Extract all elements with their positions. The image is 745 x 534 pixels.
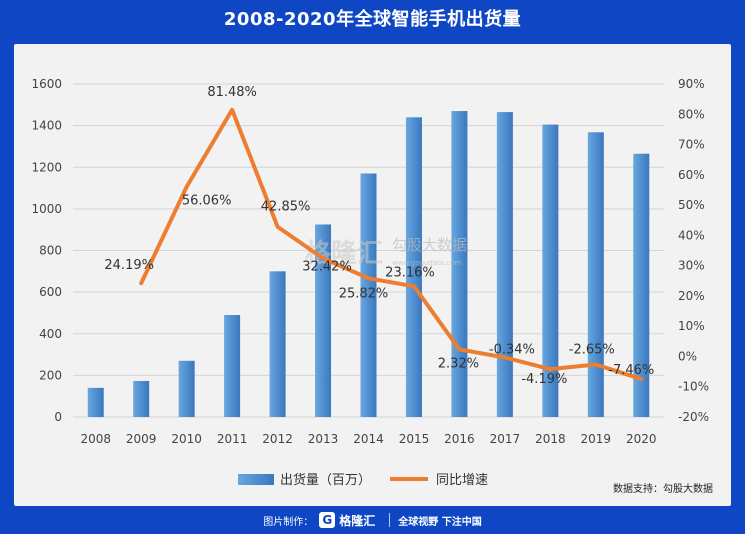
right-tick-label: 40% [678, 228, 705, 242]
watermark-url: www.gogudata.com [392, 259, 461, 267]
x-tick-label: 2015 [399, 432, 430, 446]
bar-2011 [224, 315, 241, 417]
left-axis-ticks: 0 200 400 600 800 1000 1200 1400 1600 [31, 77, 62, 424]
growth-labels: 24.19% 56.06% 81.48% 42.85% 32.42% 25.82% 23.1… [104, 85, 654, 387]
right-tick-label: 60% [678, 168, 705, 182]
growth-label: 25.82% [339, 286, 389, 301]
growth-label: 56.06% [182, 194, 232, 209]
logo-g-icon: G [319, 512, 336, 528]
growth-label: 23.16% [385, 265, 435, 280]
footer-slogan: 全球视野 下注中国 [398, 516, 482, 528]
bar-2008 [87, 387, 104, 417]
x-tick-label: 2009 [126, 432, 157, 446]
x-tick-label: 2014 [353, 432, 384, 446]
x-tick-label: 2020 [626, 432, 657, 446]
watermark: 格隆汇 勾股大数据 www.gogudata.com [305, 236, 467, 269]
right-tick-label: 80% [678, 107, 705, 121]
x-tick-label: 2011 [217, 432, 248, 446]
growth-label: 24.19% [104, 258, 154, 273]
right-tick-label: 20% [678, 289, 705, 303]
x-tick-label: 2010 [171, 432, 202, 446]
growth-label: 81.48% [207, 85, 257, 100]
right-tick-label: 50% [678, 198, 705, 212]
bar-2019 [587, 132, 604, 417]
x-tick-label: 2012 [262, 432, 293, 446]
x-tick-label: 2013 [308, 432, 339, 446]
right-tick-label: 70% [678, 138, 705, 152]
growth-label: -7.46% [608, 363, 654, 378]
bar-2013 [315, 224, 332, 417]
bar-2009 [133, 380, 150, 417]
x-tick-label: 2019 [581, 432, 612, 446]
left-tick-label: 200 [39, 368, 62, 382]
bar-2018 [542, 124, 559, 417]
left-tick-label: 0 [54, 410, 62, 424]
bar-2014 [360, 173, 377, 417]
right-tick-label: 30% [678, 259, 705, 273]
left-tick-label: 600 [39, 285, 62, 299]
growth-label: -0.34% [489, 342, 535, 357]
x-tick-label: 2008 [80, 432, 111, 446]
right-tick-label: 0% [678, 349, 697, 363]
bar-2017 [496, 112, 513, 418]
right-tick-label: -20% [678, 410, 709, 424]
growth-line-path [139, 107, 644, 382]
growth-label: 42.85% [261, 200, 311, 215]
watermark-text-2: 勾股大数据 [392, 236, 467, 254]
bar-2020 [633, 153, 650, 418]
right-tick-label: 90% [678, 77, 705, 91]
right-tick-label: 10% [678, 319, 705, 333]
bars [87, 111, 650, 418]
left-tick-label: 1200 [31, 160, 62, 174]
left-tick-label: 800 [39, 244, 62, 258]
growth-line [139, 107, 644, 382]
left-tick-label: 1400 [31, 119, 62, 133]
x-tick-label: 2016 [444, 432, 475, 446]
bar-2012 [269, 271, 286, 417]
legend-line-label: 同比增速 [436, 473, 488, 488]
legend-bar-swatch [238, 474, 274, 485]
footer: 图片制作： G 格隆汇 全球视野 下注中国 [0, 506, 745, 534]
source-note: 数据支持：勾股大数据 [613, 482, 713, 495]
left-tick-label: 400 [39, 327, 62, 341]
growth-label: -4.19% [521, 372, 567, 387]
footer-brand: 格隆汇 [339, 513, 376, 528]
x-axis-ticks: 2008 2009 2010 2011 2012 2013 2014 2015 2016 2017… [80, 432, 656, 446]
legend: 出货量（百万） 同比增速 [238, 472, 488, 488]
left-tick-label: 1600 [31, 77, 62, 91]
x-tick-label: 2017 [490, 432, 521, 446]
right-tick-label: -10% [678, 380, 709, 394]
page-title: 2008-2020年全球智能手机出货量 [223, 9, 522, 30]
bar-2015 [405, 117, 422, 418]
x-tick-label: 2018 [535, 432, 566, 446]
legend-bar-label: 出货量（百万） [280, 472, 371, 488]
growth-label: 32.42% [302, 259, 352, 274]
growth-label: 2.32% [438, 356, 479, 371]
growth-label: -2.65% [569, 342, 615, 357]
footer-logo: G 格隆汇 [319, 512, 375, 529]
left-tick-label: 1000 [31, 202, 62, 216]
right-axis-ticks: -20% -10% 0% 10% 20% 30% 40% 50% 60% 70% 80% 90% [678, 77, 709, 424]
footer-divider [389, 513, 391, 527]
footer-made-by: 图片制作： [263, 516, 314, 528]
bar-2010 [178, 360, 195, 417]
